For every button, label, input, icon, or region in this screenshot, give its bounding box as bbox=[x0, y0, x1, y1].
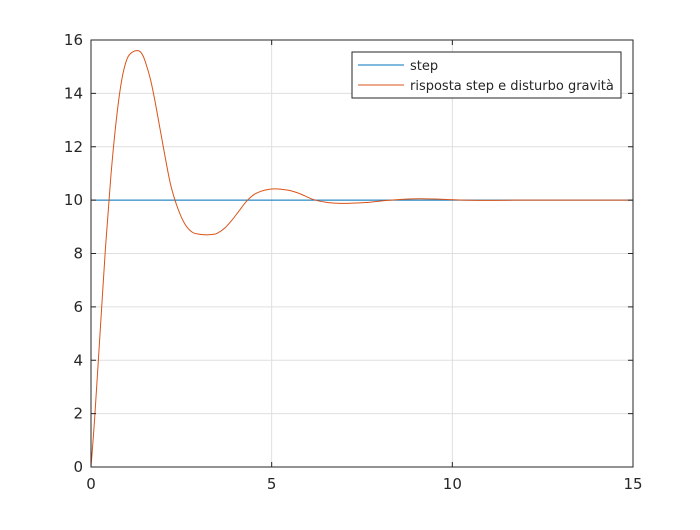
x-tick-labels: 0 5 10 15 bbox=[86, 475, 642, 493]
tick-marks bbox=[90, 39, 634, 468]
y-tick-label: 12 bbox=[64, 138, 83, 156]
y-tick-label: 2 bbox=[73, 405, 83, 423]
response-series-line bbox=[90, 50, 633, 468]
x-tick-label: 0 bbox=[86, 475, 96, 493]
y-tick-labels: 0 2 4 6 8 10 12 14 16 bbox=[64, 31, 83, 476]
y-tick-label: 4 bbox=[73, 351, 83, 369]
y-tick-label: 14 bbox=[64, 84, 83, 102]
x-tick-label: 15 bbox=[623, 475, 642, 493]
y-tick-label: 6 bbox=[73, 298, 83, 316]
x-tick-label: 5 bbox=[267, 475, 277, 493]
legend-box bbox=[351, 51, 622, 99]
legend: step risposta step e disturbo gravità bbox=[351, 51, 622, 99]
legend-entry: risposta step e disturbo gravità bbox=[410, 79, 614, 94]
y-tick-label: 8 bbox=[73, 245, 83, 263]
series-lines bbox=[90, 50, 633, 468]
y-tick-label: 0 bbox=[73, 458, 83, 476]
y-tick-label: 16 bbox=[64, 31, 83, 49]
x-tick-label: 10 bbox=[443, 475, 462, 493]
y-tick-label: 10 bbox=[64, 191, 83, 209]
legend-entry: step bbox=[410, 59, 438, 74]
